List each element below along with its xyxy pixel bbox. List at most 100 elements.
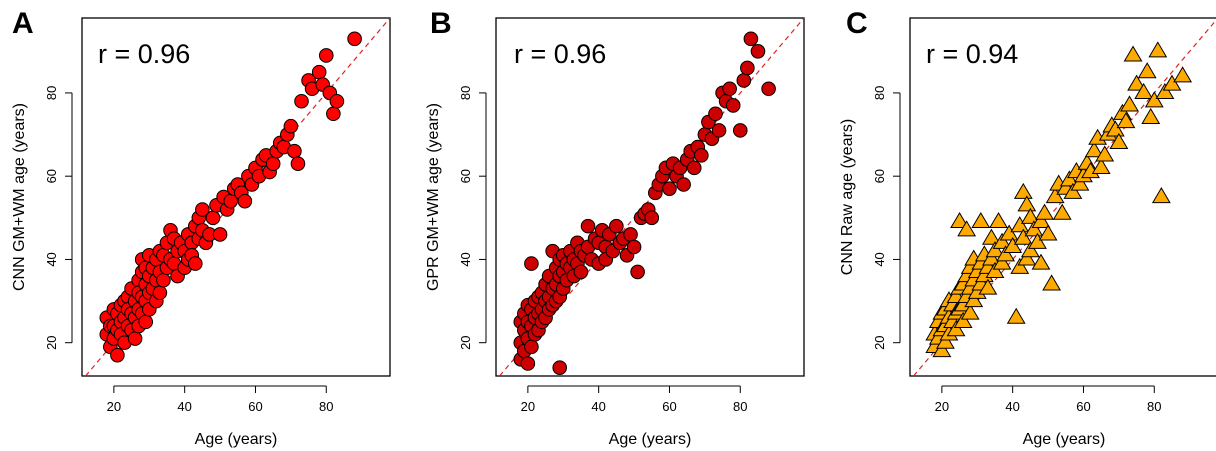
- data-point: [152, 285, 168, 301]
- data-point: [1105, 120, 1125, 137]
- data-point: [1155, 82, 1175, 100]
- x-axis: 20 40 60 80: [107, 385, 334, 414]
- y-tick-label: 80: [872, 86, 887, 100]
- data-point: [982, 228, 1001, 245]
- x-axis: 20 40 60 80: [935, 385, 1162, 414]
- data-point: [1010, 216, 1030, 233]
- data-point: [187, 256, 203, 271]
- x-tick-label: 40: [177, 399, 191, 414]
- data-point: [722, 81, 737, 97]
- data-point: [1013, 228, 1033, 245]
- plot-frame: [909, 17, 1216, 377]
- data-point: [1006, 307, 1026, 324]
- data-point: [1109, 132, 1129, 149]
- data-point: [992, 253, 1012, 270]
- data-point: [1010, 257, 1030, 274]
- data-point: [1084, 141, 1104, 158]
- data-point: [265, 156, 281, 171]
- data-point: [992, 232, 1012, 249]
- data-point: [1059, 170, 1079, 187]
- data-point: [1134, 82, 1154, 100]
- x-tick-label: 20: [107, 399, 121, 414]
- data-point: [1024, 220, 1044, 237]
- y-tick-label: 80: [458, 86, 473, 100]
- data-point: [957, 220, 977, 237]
- data-point: [294, 93, 309, 109]
- y-tick-label: 60: [458, 169, 473, 183]
- data-point: [347, 31, 362, 47]
- data-point: [1020, 207, 1040, 224]
- data-point: [1173, 66, 1193, 83]
- data-point: [996, 245, 1016, 262]
- data-point: [623, 227, 638, 242]
- data-point: [326, 106, 341, 122]
- y-axis-label: CNN Raw age (years): [839, 119, 856, 275]
- data-point: [694, 148, 709, 163]
- data-point: [283, 118, 299, 134]
- y-tick-label: 40: [458, 252, 473, 266]
- data-point: [1144, 91, 1164, 108]
- data-point: [1091, 157, 1111, 174]
- data-point: [329, 93, 345, 109]
- y-tick-label: 20: [44, 335, 59, 349]
- data-point: [1137, 62, 1157, 79]
- data-point: [1020, 241, 1040, 258]
- data-point: [626, 239, 642, 255]
- data-point: [950, 211, 969, 229]
- data-point: [1120, 95, 1139, 112]
- data-point: [953, 311, 973, 328]
- points-layer: [513, 31, 776, 375]
- data-point: [989, 211, 1008, 229]
- data-point: [1123, 45, 1143, 62]
- data-point: [732, 123, 748, 138]
- data-point: [644, 210, 660, 226]
- data-point: [946, 320, 966, 337]
- data-point: [1070, 174, 1090, 191]
- panel-label: B: [430, 7, 452, 40]
- y-tick-label: 40: [44, 252, 59, 266]
- data-point: [1148, 41, 1168, 58]
- data-point: [290, 156, 306, 171]
- data-point: [318, 48, 334, 63]
- data-point: [750, 44, 766, 59]
- data-point: [1017, 195, 1037, 212]
- y-tick-label: 40: [872, 252, 887, 266]
- panel-c: C 20 40 60 80 20 40 60 80 r = 0.94 Age (years)…: [839, 7, 1216, 448]
- data-point: [573, 264, 589, 280]
- x-tick-label: 40: [1005, 399, 1019, 414]
- data-point: [609, 218, 624, 234]
- data-point: [1116, 112, 1136, 129]
- panel-label: A: [12, 7, 34, 40]
- data-point: [1127, 74, 1146, 91]
- correlation-annotation: r = 0.96: [98, 39, 190, 69]
- plot-frame: [81, 17, 391, 377]
- data-point: [985, 261, 1005, 279]
- data-point: [110, 347, 125, 363]
- y-axis: 20 40 60 80: [872, 86, 901, 350]
- data-point: [195, 202, 210, 217]
- plot-frame: [495, 17, 805, 377]
- data-point: [1031, 211, 1051, 229]
- data-point: [524, 339, 539, 355]
- data-point: [1063, 182, 1083, 199]
- y-axis: 20 40 60 80: [44, 86, 73, 350]
- data-point: [985, 241, 1005, 258]
- data-point: [1013, 182, 1033, 199]
- x-tick-label: 60: [248, 399, 262, 414]
- data-point: [1151, 187, 1171, 204]
- data-point: [127, 331, 143, 346]
- data-point: [237, 193, 253, 209]
- data-point: [1162, 74, 1182, 91]
- data-point: [971, 211, 991, 229]
- points-layer: [99, 31, 362, 363]
- data-point: [1045, 187, 1065, 204]
- data-point: [138, 314, 154, 330]
- panel-b: B 20 40 60 80 20 40 60 80 r = 0.96 Age (years)…: [425, 7, 805, 448]
- y-axis-label: CNN GM+WM age (years): [11, 103, 28, 291]
- data-point: [580, 218, 596, 234]
- data-point: [1003, 236, 1023, 254]
- x-axis-label: Age (years): [195, 431, 278, 448]
- panel-label: C: [846, 7, 868, 40]
- data-point: [935, 332, 955, 349]
